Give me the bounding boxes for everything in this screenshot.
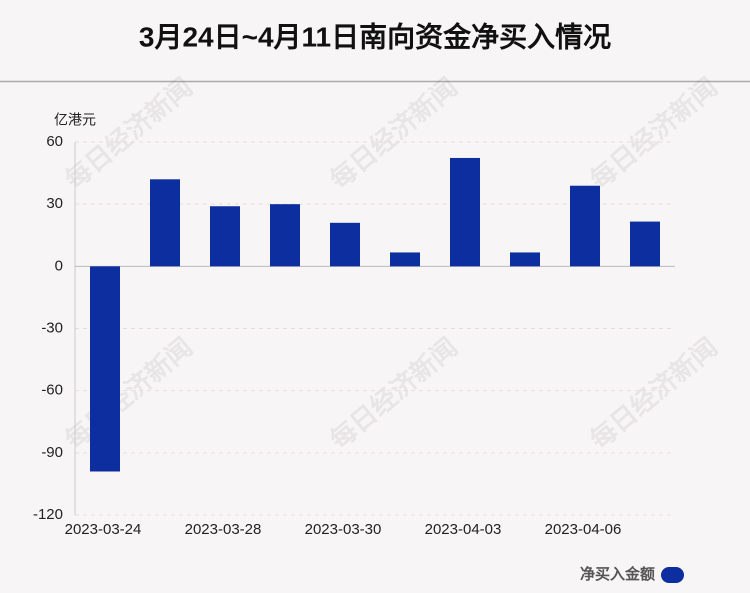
bar xyxy=(450,157,480,267)
bar xyxy=(150,179,180,267)
bar xyxy=(390,252,420,267)
x-tick-label: 2023-03-28 xyxy=(185,521,262,538)
bar xyxy=(90,266,120,472)
x-tick-label: 2023-03-30 xyxy=(305,521,382,538)
x-tick-label: 2023-04-03 xyxy=(425,521,502,538)
bar xyxy=(210,206,240,267)
x-tick-label: 2023-04-06 xyxy=(545,521,622,538)
y-tick-label: 60 xyxy=(46,133,63,150)
y-tick-label: 30 xyxy=(46,195,63,212)
bar xyxy=(630,221,660,267)
y-tick-label: -120 xyxy=(33,506,63,523)
y-axis-unit: 亿港元 xyxy=(54,112,96,128)
legend-swatch xyxy=(661,567,684,583)
bar xyxy=(570,185,600,267)
legend-label: 净买入金额 xyxy=(580,565,655,583)
bar xyxy=(270,204,300,267)
y-tick-label: -30 xyxy=(41,319,63,336)
x-tick-label: 2023-03-24 xyxy=(65,521,142,538)
chart-title: 3月24日~4月11日南向资金净买入情况 xyxy=(139,20,611,52)
y-tick-label: -60 xyxy=(41,382,63,399)
bar xyxy=(330,222,360,267)
y-tick-label: -90 xyxy=(41,444,63,461)
y-tick-label: 0 xyxy=(55,257,63,274)
bar xyxy=(510,252,540,267)
